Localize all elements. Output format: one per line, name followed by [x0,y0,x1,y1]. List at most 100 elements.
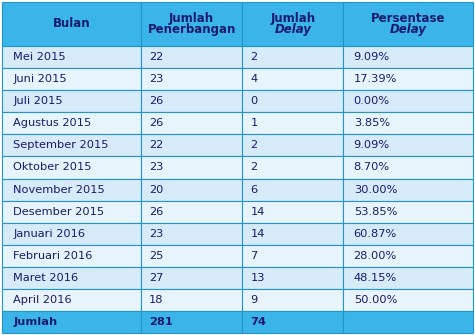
Bar [242,289,343,311]
Text: Jumlah: Jumlah [169,11,214,24]
Text: Maret 2016: Maret 2016 [13,273,78,283]
Bar [2,267,141,289]
Text: 74: 74 [250,317,266,327]
Text: Jumlah: Jumlah [13,317,58,327]
Bar [2,156,141,179]
Bar [343,245,473,267]
Text: September 2015: September 2015 [13,140,109,150]
Bar [2,46,141,68]
Text: 281: 281 [149,317,173,327]
Text: 26: 26 [149,118,163,128]
Text: 13: 13 [250,273,265,283]
Bar [141,201,242,223]
Text: 23: 23 [149,74,163,84]
Text: 60.87%: 60.87% [354,229,397,239]
Text: Mei 2015: Mei 2015 [13,52,66,62]
Text: 30.00%: 30.00% [354,185,397,195]
Bar [242,245,343,267]
Bar [343,68,473,90]
Bar [242,201,343,223]
Text: 4: 4 [250,74,257,84]
Text: 9.09%: 9.09% [354,140,390,150]
Bar [141,179,242,201]
Bar [343,46,473,68]
Bar [242,46,343,68]
Text: 22: 22 [149,52,163,62]
Text: 2: 2 [250,162,257,173]
Text: Oktober 2015: Oktober 2015 [13,162,92,173]
Bar [343,267,473,289]
Bar [343,134,473,156]
Bar [141,46,242,68]
Text: April 2016: April 2016 [13,295,72,305]
Text: Februari 2016: Februari 2016 [13,251,93,261]
Text: 2: 2 [250,52,257,62]
Text: 26: 26 [149,96,163,106]
Text: 1: 1 [250,118,257,128]
Text: Delay: Delay [390,23,427,36]
Bar [2,179,141,201]
Bar [343,2,473,46]
Text: 18: 18 [149,295,164,305]
Text: Delay: Delay [275,23,311,36]
Bar [343,289,473,311]
Bar [343,223,473,245]
Text: Juli 2015: Juli 2015 [13,96,63,106]
Bar [141,311,242,333]
Bar [242,223,343,245]
Bar [242,68,343,90]
Bar [2,201,141,223]
Text: 14: 14 [250,229,265,239]
Text: 0: 0 [250,96,257,106]
Bar [141,134,242,156]
Bar [2,245,141,267]
Bar [2,223,141,245]
Text: 28.00%: 28.00% [354,251,397,261]
Text: 22: 22 [149,140,163,150]
Text: 8.70%: 8.70% [354,162,390,173]
Bar [242,112,343,134]
Bar [2,311,141,333]
Text: 50.00%: 50.00% [354,295,397,305]
Bar [343,201,473,223]
Bar [141,2,242,46]
Text: 0.00%: 0.00% [354,96,390,106]
Text: November 2015: November 2015 [13,185,105,195]
Bar [141,112,242,134]
Bar [141,90,242,112]
Bar [141,245,242,267]
Text: 14: 14 [250,207,265,217]
Text: 6: 6 [250,185,257,195]
Bar [242,156,343,179]
Text: Jumlah: Jumlah [270,11,315,24]
Text: Juni 2015: Juni 2015 [13,74,67,84]
Bar [141,267,242,289]
Bar [2,134,141,156]
Bar [141,289,242,311]
Text: Persentase: Persentase [370,11,445,24]
Bar [343,90,473,112]
Bar [242,267,343,289]
Text: Desember 2015: Desember 2015 [13,207,104,217]
Bar [141,223,242,245]
Bar [343,179,473,201]
Text: 9.09%: 9.09% [354,52,390,62]
Bar [343,112,473,134]
Text: 7: 7 [250,251,257,261]
Bar [343,311,473,333]
Text: 3.85%: 3.85% [354,118,390,128]
Bar [242,311,343,333]
Text: 2: 2 [250,140,257,150]
Text: Bulan: Bulan [53,17,91,30]
Bar [2,90,141,112]
Text: Penerbangan: Penerbangan [147,23,236,36]
Text: Agustus 2015: Agustus 2015 [13,118,92,128]
Bar [2,2,141,46]
Text: 53.85%: 53.85% [354,207,397,217]
Bar [141,68,242,90]
Text: Januari 2016: Januari 2016 [13,229,86,239]
Text: 9: 9 [250,295,257,305]
Bar [242,134,343,156]
Bar [2,289,141,311]
Bar [343,156,473,179]
